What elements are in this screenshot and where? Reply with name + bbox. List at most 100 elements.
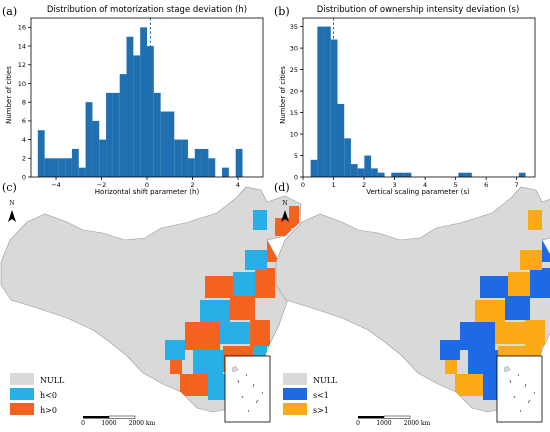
y-tick-label: 0	[22, 173, 26, 181]
x-tick-label: 6	[484, 181, 488, 189]
x-tick-label: −2	[97, 181, 107, 189]
x-tick-label: 4	[423, 181, 427, 189]
histogram-bar	[194, 148, 202, 177]
histogram-bar	[174, 139, 182, 177]
x-tick-label: 0	[301, 181, 305, 189]
legend-label-neg: h<0	[40, 391, 57, 400]
scale-label-1000: 1000	[101, 420, 116, 427]
histogram-bar	[37, 130, 45, 177]
histogram-bar	[153, 92, 161, 177]
north-arrow: N	[8, 200, 16, 222]
histogram-bar	[106, 92, 113, 177]
y-tick-label: 10	[18, 80, 26, 88]
legend-label-low: s<1	[313, 391, 329, 400]
south-china-sea-inset	[224, 355, 271, 423]
y-tick-label: 4	[22, 136, 26, 144]
y-tick-label: 2	[22, 155, 26, 163]
chart-title: Distribution of motorization stage devia…	[47, 5, 247, 15]
histogram-bar	[391, 172, 398, 177]
north-label: N	[9, 200, 14, 207]
legend-swatch-null	[283, 373, 307, 385]
histogram-bar	[371, 168, 378, 177]
legend: NULL s<1 s>1	[283, 373, 338, 415]
histogram-h: Distribution of motorization stage devia…	[5, 5, 264, 196]
histogram-bar	[330, 39, 338, 178]
chart-title: Distribution of ownership intensity devi…	[317, 5, 520, 15]
histogram-bar	[465, 172, 472, 177]
histogram-bar	[187, 158, 195, 177]
legend-label-pos: h>0	[40, 406, 57, 415]
plot-area: 0 1 2 3 4 5 6 7 0 5 10 15 20 25 30 35	[290, 17, 536, 189]
legend-swatch-null	[10, 373, 34, 385]
histogram-bar	[324, 26, 331, 178]
histogram-bar	[364, 155, 372, 177]
histogram-bar	[119, 74, 127, 177]
histogram-bar	[160, 111, 168, 177]
y-axis-label: Number of cities	[5, 66, 13, 124]
north-arrow-icon	[281, 210, 289, 222]
histogram-bar	[92, 120, 100, 177]
y-tick-label: 14	[18, 42, 26, 50]
histogram-bar	[377, 172, 385, 177]
panel-label-c: (c)	[2, 181, 17, 194]
y-tick-label: 12	[18, 61, 26, 69]
y-tick-label: 5	[294, 152, 298, 160]
histogram-bar	[344, 138, 351, 177]
scale-bar: 0 1000 2000 km	[356, 415, 431, 427]
x-tick-label: 1	[331, 181, 335, 189]
x-tick-label: 2	[190, 181, 194, 189]
histogram-bar	[208, 158, 216, 177]
panel-label-a: (a)	[2, 5, 17, 18]
legend-swatch-high	[283, 403, 307, 415]
scale-bar: 0 1000 2000 km	[81, 415, 156, 427]
y-tick-label: 30	[290, 44, 298, 52]
x-tick-label: 2	[362, 181, 366, 189]
x-axis-label: Horizontal shift parameter (h)	[95, 188, 200, 196]
histogram-bar	[222, 167, 229, 177]
y-tick-label: 8	[22, 98, 26, 106]
histogram-bar	[65, 158, 72, 177]
scale-label-0: 0	[356, 420, 360, 427]
histogram-bar	[99, 139, 107, 177]
y-tick-label: 20	[290, 87, 298, 95]
histogram-bar	[71, 148, 79, 177]
histogram-bar	[201, 148, 209, 177]
histogram-bar	[140, 27, 147, 178]
legend: NULL h<0 h>0	[10, 373, 65, 415]
plot-area: −4 −2 0 2 4 0 2 4 6 8 10 12 14 16	[18, 17, 264, 189]
panel-label-b: (b)	[274, 5, 290, 18]
x-tick-label: 5	[454, 181, 458, 189]
histogram-bar	[85, 102, 93, 177]
scale-label-2000: 2000 km	[129, 420, 156, 427]
y-tick-label: 25	[290, 66, 298, 74]
y-tick-label: 6	[22, 117, 26, 125]
histogram-s: Distribution of ownership intensity devi…	[279, 5, 536, 196]
histogram-bar	[235, 148, 243, 177]
y-tick-label: 10	[290, 130, 298, 138]
histogram-bar	[357, 168, 365, 177]
scale-label-2000: 2000 km	[404, 420, 431, 427]
histogram-bar	[397, 172, 405, 177]
y-tick-label: 35	[290, 23, 298, 31]
x-tick-label: −4	[51, 181, 61, 189]
histogram-bar	[147, 46, 154, 177]
histogram-bar	[317, 26, 325, 178]
city-regions	[440, 210, 550, 400]
y-tick-label: 15	[290, 109, 298, 117]
histogram-bar	[518, 172, 526, 177]
north-arrow: N	[281, 200, 289, 222]
y-tick-label: 16	[18, 24, 26, 32]
histogram-bar	[310, 159, 318, 177]
x-tick-label: 4	[236, 181, 240, 189]
legend-swatch-pos	[10, 403, 34, 415]
x-tick-label: 0	[145, 181, 149, 189]
y-tick-label: 0	[294, 173, 298, 181]
map-h: N NULL h<0 h>0 0 1000 2000 km	[0, 186, 302, 427]
histogram-bar	[58, 158, 66, 177]
scale-label-1000: 1000	[376, 420, 391, 427]
legend-swatch-neg	[10, 388, 34, 400]
histogram-bar	[51, 158, 59, 177]
histogram-bar	[404, 172, 412, 177]
histogram-bar	[167, 111, 175, 177]
